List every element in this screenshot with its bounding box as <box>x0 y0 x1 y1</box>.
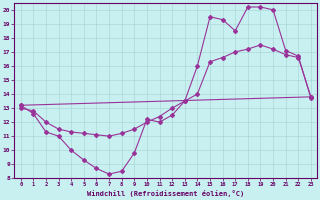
X-axis label: Windchill (Refroidissement éolien,°C): Windchill (Refroidissement éolien,°C) <box>87 190 244 197</box>
